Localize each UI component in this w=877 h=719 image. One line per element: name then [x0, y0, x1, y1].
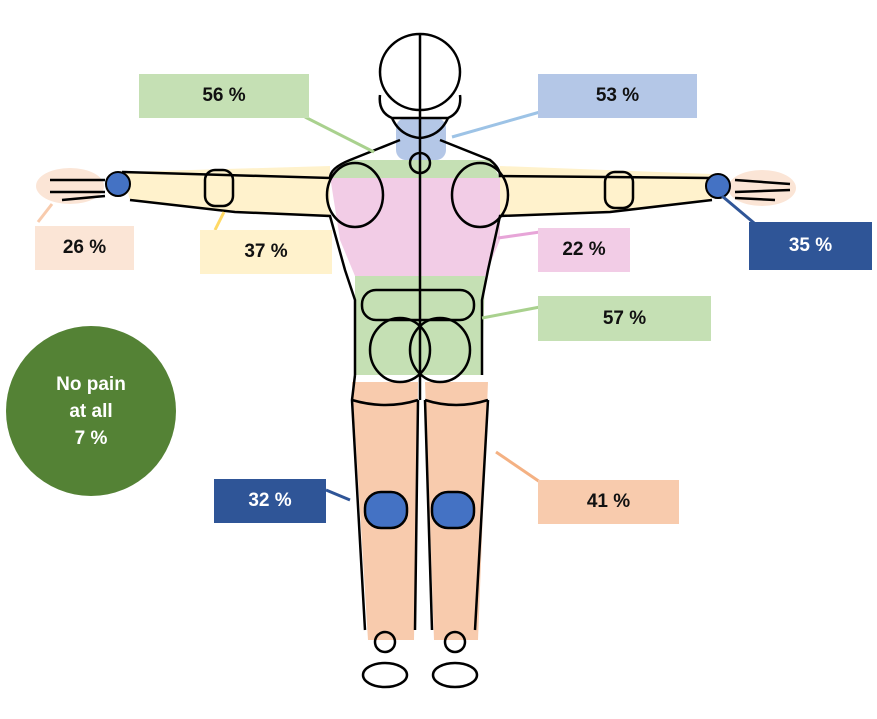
label-hands: 26 % — [35, 226, 134, 270]
hand-right-region — [728, 170, 796, 206]
wrist-left-joint — [105, 171, 131, 197]
label-shoulders: 22 % — [538, 228, 630, 272]
no-pain-line1: No pain — [56, 373, 126, 395]
label-arms: 37 % — [200, 230, 332, 274]
arrow-neck — [451, 110, 541, 139]
arm-left-region — [122, 166, 330, 216]
hand-left-region — [36, 168, 104, 204]
upper-back-region — [330, 160, 500, 178]
no-pain-line2: at all — [69, 400, 113, 422]
label-wrists: 35 % — [749, 222, 872, 270]
wrist-right-joint — [705, 173, 731, 199]
arrow-shoulders — [497, 230, 541, 240]
arrow-legs — [495, 450, 541, 484]
shoulder-region — [330, 176, 500, 276]
arrow-arms — [213, 211, 226, 231]
arrow-upper-back — [304, 115, 375, 154]
arrow-lower-back — [481, 305, 541, 320]
knee-left-joint — [363, 490, 409, 530]
knee-right-joint — [430, 490, 476, 530]
label-legs: 41 % — [538, 480, 679, 524]
label-upper-back: 56 % — [139, 74, 309, 118]
arrow-knees — [325, 488, 351, 502]
label-neck: 53 % — [538, 74, 697, 118]
no-pain-percent: 7 % — [74, 427, 108, 449]
label-lower-back: 57 % — [538, 296, 711, 341]
arrow-hands — [36, 203, 54, 223]
label-knees: 32 % — [214, 479, 326, 523]
no-pain-circle: No pain at all 7 % — [6, 326, 176, 496]
